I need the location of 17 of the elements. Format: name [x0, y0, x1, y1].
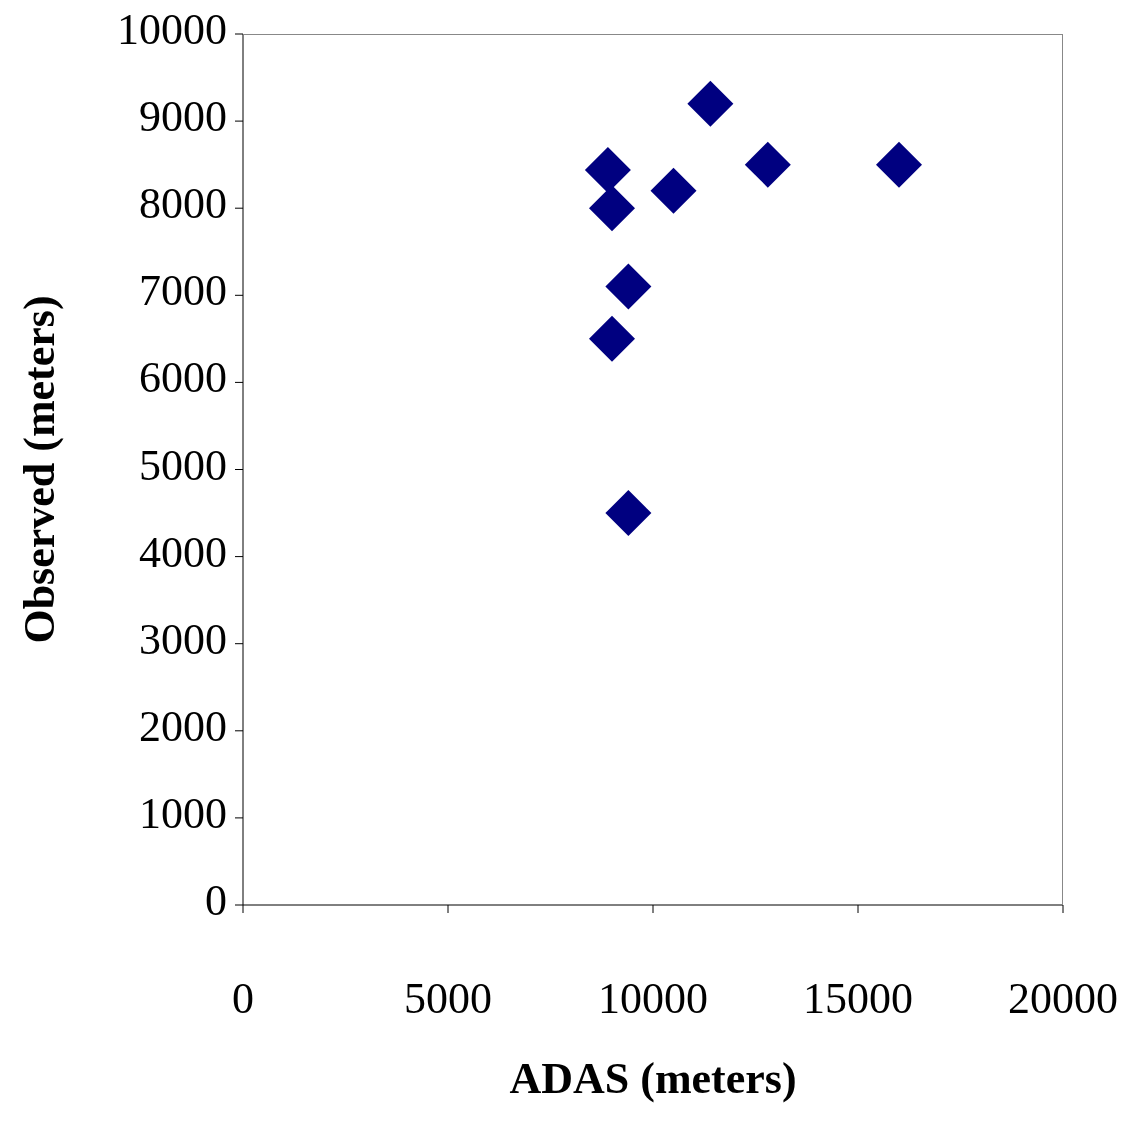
y-tick-label: 9000	[139, 92, 227, 142]
y-tick-label: 0	[205, 876, 227, 926]
y-tick-label: 4000	[139, 527, 227, 577]
y-tick-label: 10000	[117, 5, 227, 55]
y-tick-label: 8000	[139, 179, 227, 229]
y-tick-label: 5000	[139, 440, 227, 490]
x-tick-label: 15000	[803, 974, 913, 1024]
x-axis-title: ADAS (meters)	[509, 1054, 797, 1103]
x-tick-label: 5000	[404, 974, 492, 1024]
y-tick-label: 1000	[139, 788, 227, 838]
y-tick-label: 6000	[139, 353, 227, 403]
x-tick-label: 10000	[598, 974, 708, 1024]
x-tick-label: 20000	[1008, 974, 1118, 1024]
y-tick-label: 7000	[139, 266, 227, 316]
y-tick-label: 2000	[139, 701, 227, 751]
y-tick-label: 3000	[139, 614, 227, 664]
y-axis-title: Observed (meters)	[14, 295, 64, 644]
